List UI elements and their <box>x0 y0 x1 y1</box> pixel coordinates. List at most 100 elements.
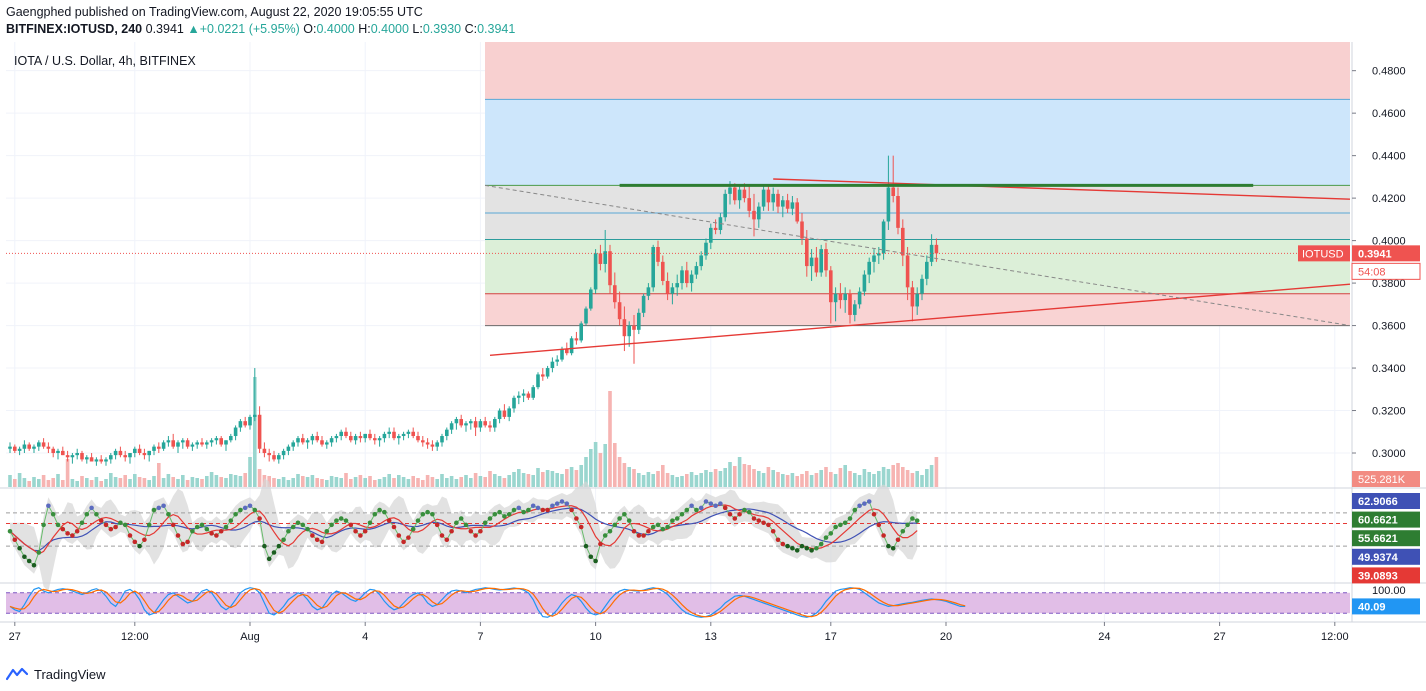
volume-bar <box>857 475 862 487</box>
rsi-point <box>281 537 286 543</box>
rsi-point <box>593 558 598 564</box>
volume-bar <box>886 469 891 487</box>
stoch-value-tag-label: 40.09 <box>1358 601 1386 613</box>
volume-bar <box>277 479 281 487</box>
volume-bar <box>718 471 723 487</box>
rsi-point <box>564 501 570 506</box>
volume-bar <box>651 474 655 487</box>
rsi-value-tag <box>1352 567 1420 584</box>
volume-bar <box>502 478 507 487</box>
candle-body <box>248 416 252 426</box>
volume-bar <box>176 479 180 487</box>
rsi-point <box>674 516 680 521</box>
candle-body <box>363 433 367 439</box>
volume-bar <box>454 479 459 487</box>
rsi-point <box>170 522 176 528</box>
candle-body <box>459 419 463 426</box>
candle-body <box>656 246 660 262</box>
candle-body <box>790 202 795 209</box>
volume-bar <box>627 467 631 487</box>
candle-body <box>219 438 223 445</box>
candle-body <box>190 444 195 447</box>
volume-bar <box>637 473 641 487</box>
candle-body <box>214 438 219 441</box>
price-axis-label: 0.4800 <box>1372 66 1406 78</box>
volume-bar <box>310 475 315 487</box>
volume-bar <box>329 476 334 487</box>
rsi-point <box>862 501 867 506</box>
time-axis-label: 27 <box>1213 631 1225 643</box>
rsi-line <box>9 500 918 567</box>
chart-svg[interactable]: 0.4800 0.4600 0.4400 0.4200 0.4000 0.3800 0.36… <box>0 42 1426 656</box>
rsi-point <box>113 524 118 530</box>
rsi-point <box>780 541 786 547</box>
volume-bar <box>541 472 545 487</box>
candle-body <box>613 285 617 303</box>
candle-body <box>171 440 175 447</box>
candle-body <box>574 338 579 341</box>
rsi-point <box>7 528 13 534</box>
candle-body <box>421 440 425 443</box>
volume-bar <box>560 474 564 487</box>
time-axis-label: 13 <box>705 631 717 643</box>
last-price: 0.3941 <box>145 22 184 36</box>
upper-red-zone <box>485 42 1350 100</box>
volume-bar <box>13 479 17 487</box>
rsi-value-tag-label: 55.6621 <box>1358 533 1398 545</box>
candle-body <box>920 278 924 294</box>
rsi-point <box>650 524 656 530</box>
rsi-point <box>708 501 714 506</box>
candle-body <box>704 242 708 256</box>
rsi-value-tag <box>1352 548 1420 565</box>
rsi-point <box>358 533 363 538</box>
candle-body <box>632 325 636 330</box>
volume-bar <box>152 476 156 487</box>
volume-bar <box>862 469 867 487</box>
rsi-point <box>473 533 478 538</box>
volume-bar <box>171 477 175 487</box>
rsi-point <box>833 524 838 530</box>
volume-bar <box>617 457 622 487</box>
rsi-point <box>612 522 618 528</box>
candle-body <box>742 189 747 199</box>
volume-bar <box>281 477 286 487</box>
candle-body <box>147 450 151 456</box>
rsi-point <box>151 507 157 513</box>
candle-body <box>771 193 775 203</box>
low-value: 0.3930 <box>422 22 462 36</box>
candle-body <box>61 450 65 456</box>
candle-body <box>925 261 929 279</box>
volume-bar <box>185 480 190 487</box>
symbol[interactable]: BITFINEX:IOTUSD, 240 <box>6 22 143 36</box>
candle-body <box>296 438 300 443</box>
candle-body <box>411 431 415 437</box>
volume-bar <box>214 475 219 487</box>
candle-body <box>699 255 703 267</box>
rsi-point <box>766 522 771 528</box>
rsi-point <box>262 543 267 549</box>
rsi-point <box>60 526 66 532</box>
candle-body <box>665 280 670 294</box>
rsi-point <box>814 545 819 551</box>
volume-bar <box>449 476 454 487</box>
footer-brand[interactable]: TradingView <box>34 666 106 682</box>
candle-body <box>243 421 247 426</box>
candle-body <box>608 251 612 286</box>
rsi-point <box>751 516 757 521</box>
candle-body <box>641 295 646 313</box>
rsi-point <box>727 511 733 517</box>
time-axis-label: 10 <box>589 631 601 643</box>
volume-bar <box>195 478 199 487</box>
rsi-point <box>732 516 738 521</box>
price-axis-label: 0.4400 <box>1372 151 1406 163</box>
volume-bar <box>531 475 535 487</box>
candle-body <box>397 436 401 439</box>
rsi-point <box>122 522 128 528</box>
rsi-point <box>554 501 560 506</box>
candle-body <box>526 393 531 398</box>
candle-body <box>353 436 358 441</box>
candle-body <box>368 433 372 439</box>
volume-bar <box>65 459 70 487</box>
chart-area[interactable]: 0.4800 0.4600 0.4400 0.4200 0.4000 0.3800 0.36… <box>0 42 1426 656</box>
candle-body <box>17 448 22 451</box>
